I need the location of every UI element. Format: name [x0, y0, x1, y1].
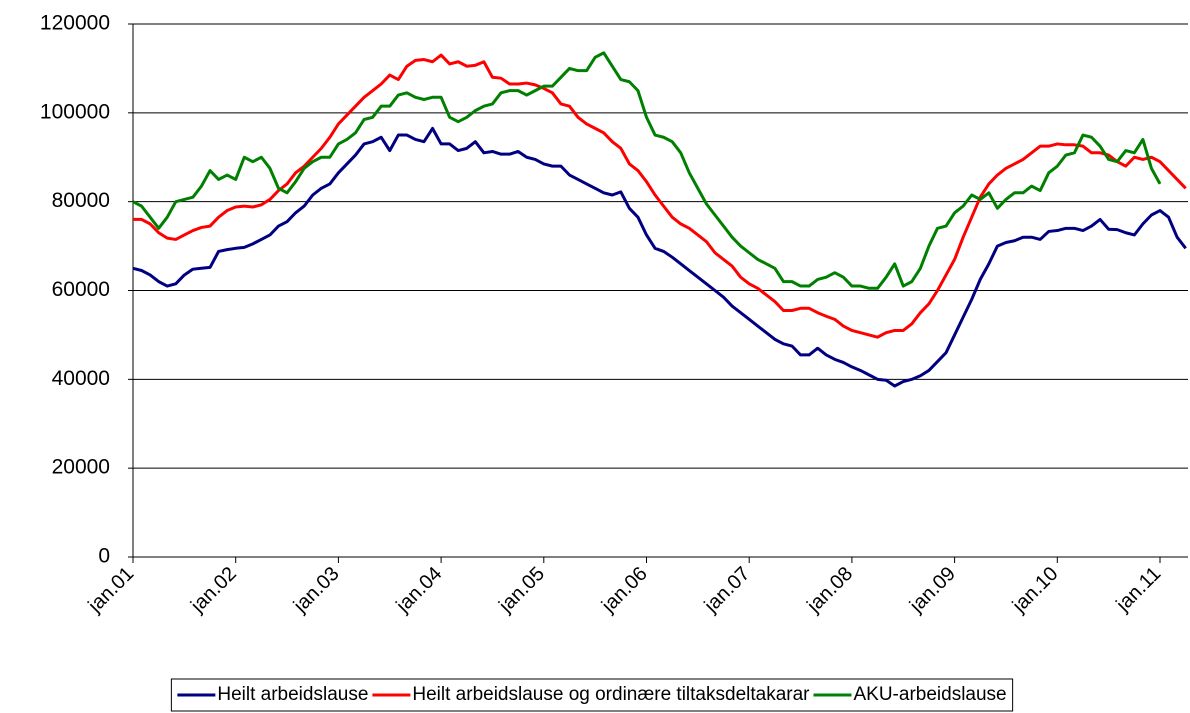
data-line [133, 53, 1187, 339]
y-tick-label: 100000 [40, 100, 110, 123]
y-tick-label: 60000 [52, 278, 110, 301]
y-tick-label: 80000 [52, 189, 110, 212]
x-tick-label: jan.10 [1008, 563, 1063, 618]
y-tick-label: 120000 [40, 12, 110, 35]
x-tick-label: jan.11 [1112, 563, 1166, 617]
x-tick-label: jan.07 [700, 563, 755, 618]
x-tick-label: jan.04 [392, 563, 447, 618]
data-line [132, 126, 1187, 388]
x-tick-label: jan.08 [802, 563, 857, 618]
x-tick-label: jan.03 [289, 563, 344, 618]
legend-box [170, 678, 1014, 712]
y-tick-label: 40000 [52, 367, 110, 390]
x-tick-label: jan.01 [83, 563, 138, 618]
y-tick-label: 0 [98, 545, 110, 568]
legend-label: Heilt arbeidslause og ordinære tiltaksde… [412, 684, 810, 705]
y-tick-label: 20000 [52, 456, 110, 479]
x-tick-label: jan.09 [905, 563, 960, 618]
data-line [132, 51, 1162, 290]
legend: Heilt arbeidslause Heilt arbeidslause og … [170, 678, 1014, 712]
legend-label: AKU-arbeidslause [853, 684, 1006, 705]
x-tick-label: jan.02 [186, 563, 241, 618]
x-tick-label: jan.06 [597, 563, 652, 618]
x-tick-label: jan.05 [494, 563, 549, 618]
legend-label: Heilt arbeidslause [217, 684, 368, 705]
